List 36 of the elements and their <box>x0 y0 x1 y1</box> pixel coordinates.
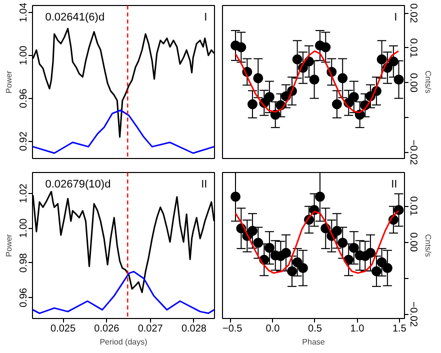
annotation: II <box>201 178 208 190</box>
x-axis-title: Period (days) <box>100 338 148 346</box>
y-axis-title: Power <box>4 234 14 257</box>
y2-axis-title: Cnts/s <box>424 234 432 257</box>
y-tick-label: 0.92 <box>18 131 30 152</box>
y2-axis-title: Cnts/s <box>424 70 432 94</box>
x-tick-label: 0.025 <box>50 324 76 334</box>
x-tick-label: 0.0 <box>266 324 280 334</box>
y2-tick-label: 0.02 <box>408 3 418 24</box>
y-tick-label: 1.04 <box>18 2 30 22</box>
y-tick-label: 1.02 <box>18 183 30 204</box>
annotation: I <box>394 12 398 24</box>
annotation: 0.02641(6)d <box>45 12 105 24</box>
x-tick-label: 0.026 <box>94 324 120 334</box>
y2-tick-label: −0.02 <box>408 140 418 166</box>
y2-tick-label: −0.02 <box>408 302 418 328</box>
x-tick-label: 0.027 <box>138 324 164 334</box>
annotation: II <box>391 178 398 190</box>
y-tick-label: 1.00 <box>18 218 30 238</box>
annotation: I <box>204 12 208 24</box>
x-tick-label: 1.0 <box>350 324 365 334</box>
x-tick-label: 0.5 <box>308 324 322 334</box>
y2-tick-label: 0.01 <box>408 38 418 58</box>
y-axis-title: Power <box>4 70 14 94</box>
y-tick-label: 0.98 <box>18 252 30 273</box>
y-tick-label: 0.96 <box>18 287 30 308</box>
y-tick-label: 1.00 <box>18 45 30 66</box>
y2-tick-label: 0.00 <box>408 232 418 252</box>
x-tick-label: −0.5 <box>222 324 243 334</box>
y2-tick-label: 0.00 <box>408 72 418 93</box>
y2-tick-label: 0.01 <box>408 196 418 216</box>
x-tick-label: 0.028 <box>181 324 207 334</box>
x-axis-title: Phase <box>302 338 326 346</box>
y-tick-label: 0.96 <box>18 88 30 108</box>
annotation: 0.02679(10)d <box>45 178 111 190</box>
x-tick-label: 1.5 <box>392 324 407 334</box>
